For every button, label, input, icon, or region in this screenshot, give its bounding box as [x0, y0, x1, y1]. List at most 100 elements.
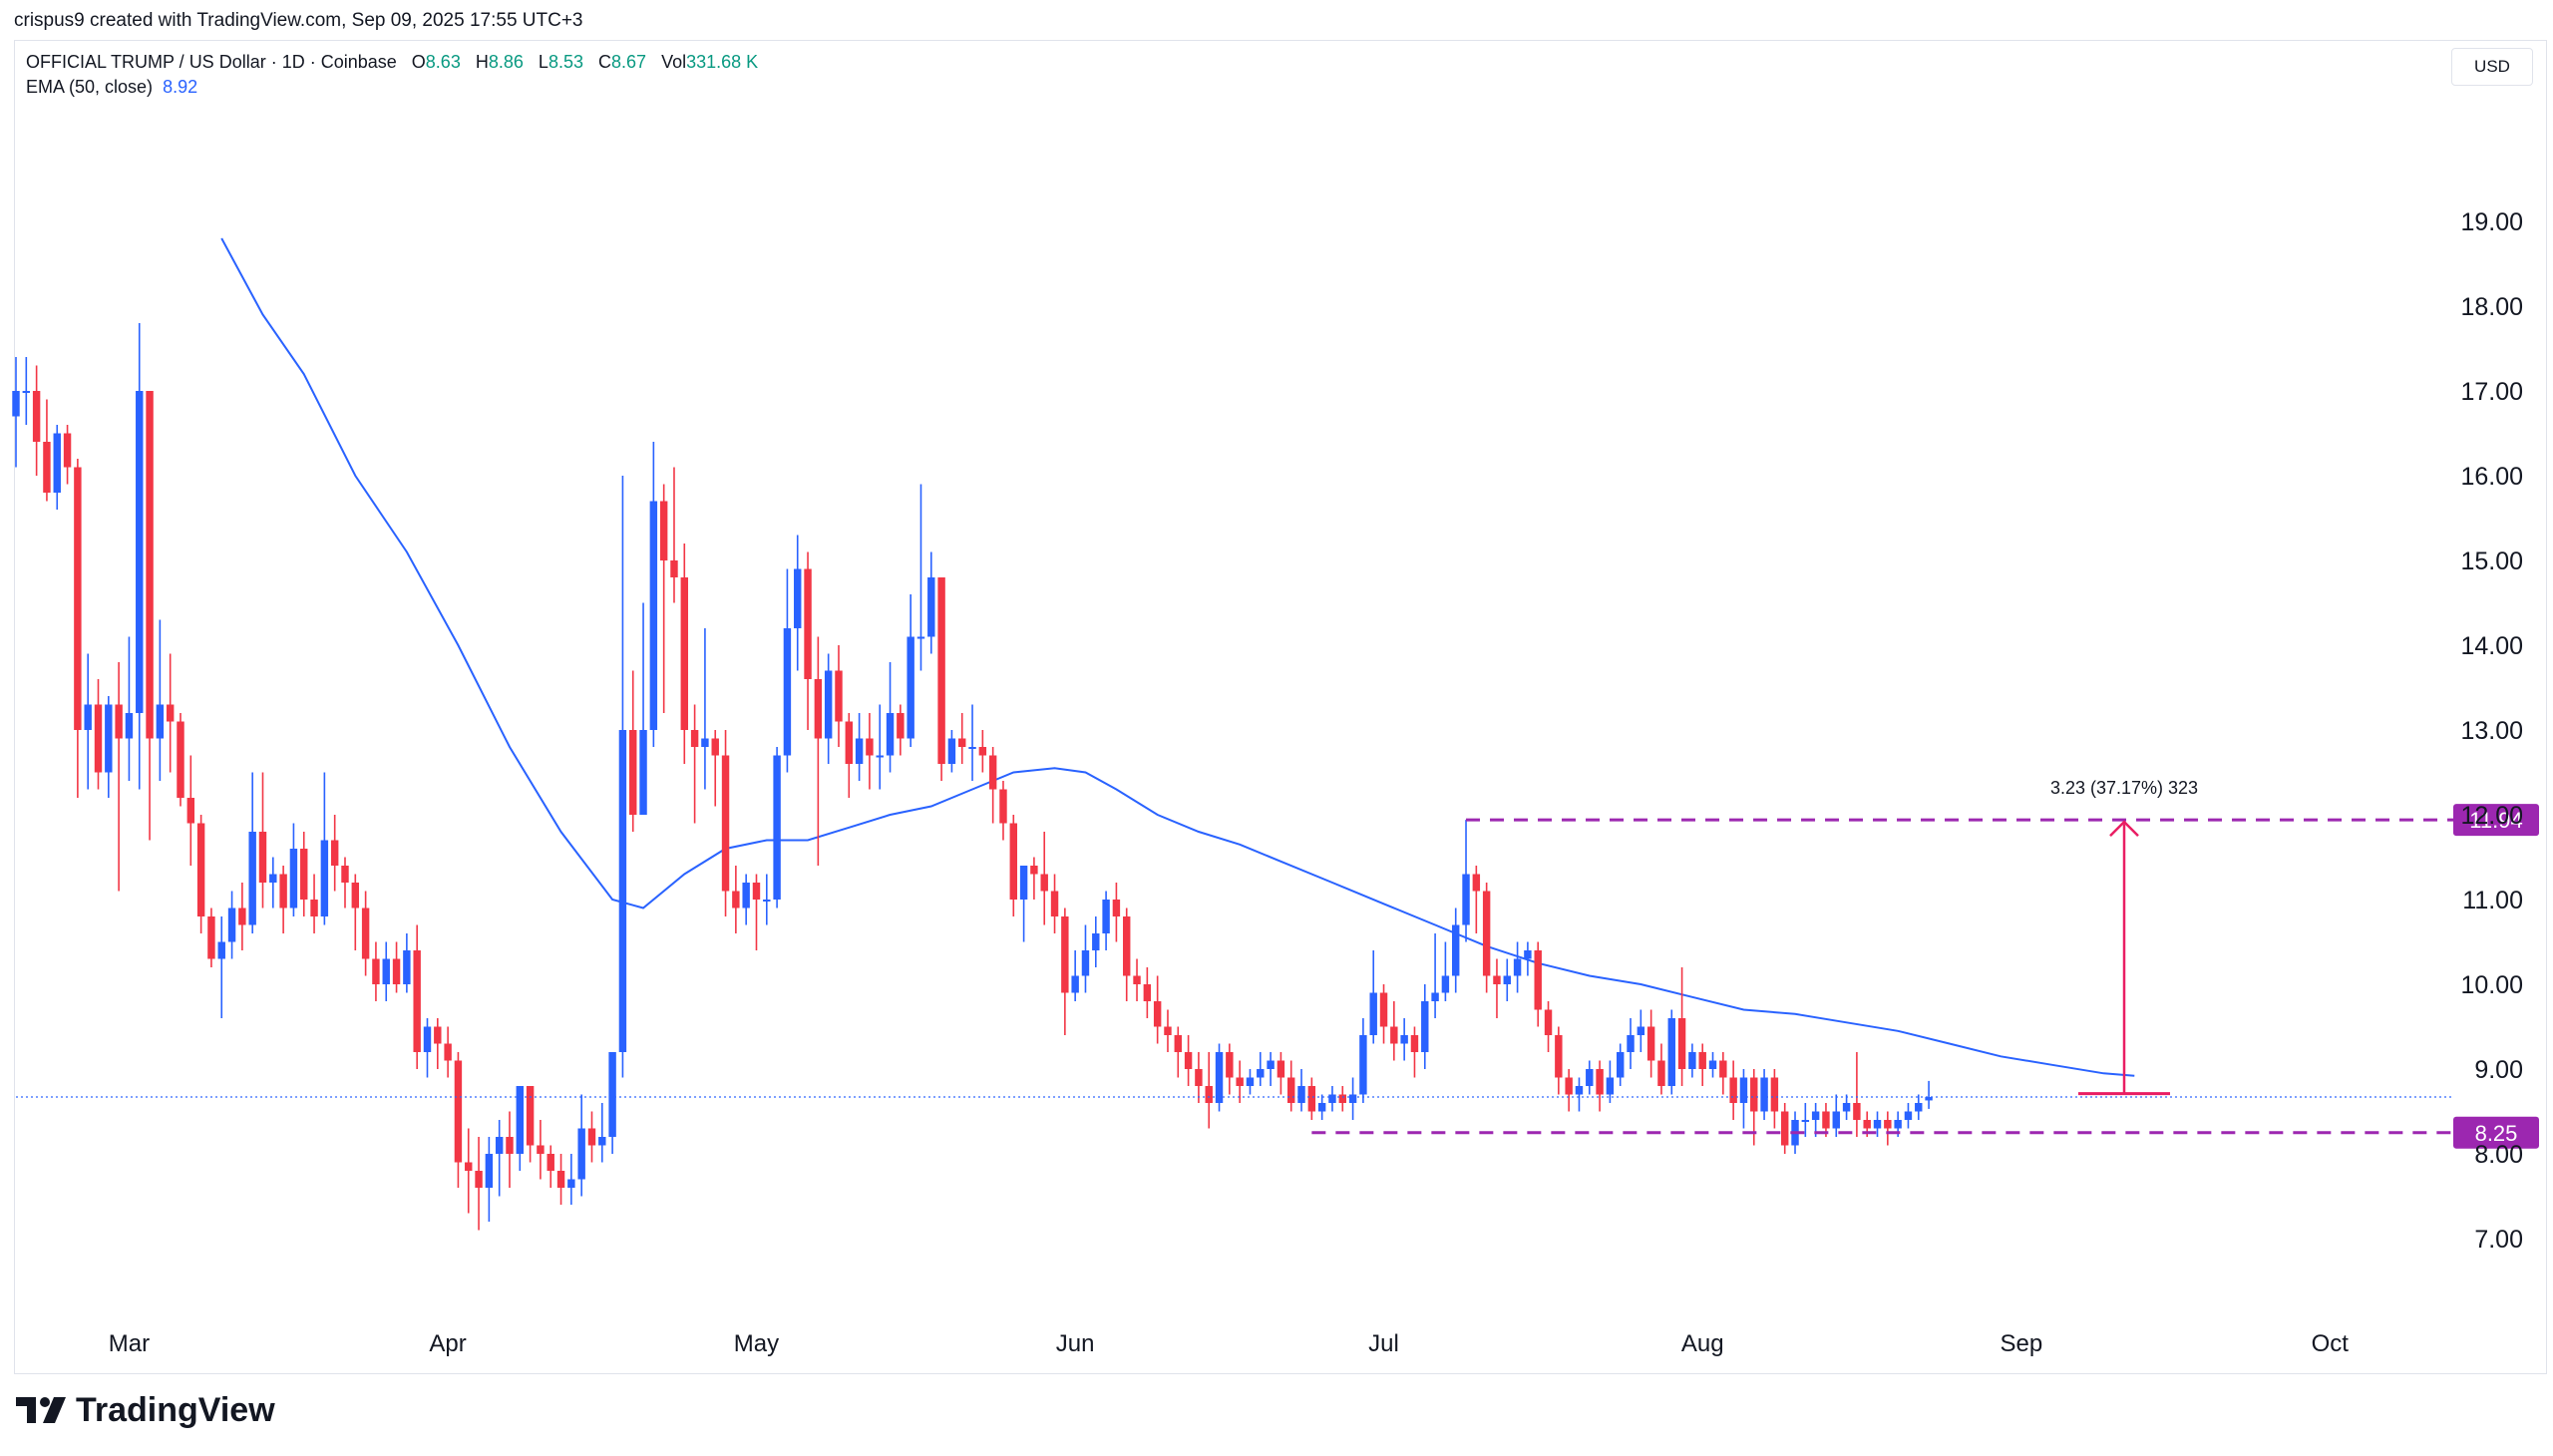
candle-body: [649, 501, 658, 730]
level-tag: [2453, 804, 2539, 837]
candle-body: [351, 883, 360, 909]
price-axis[interactable]: 7.00 8.00 9.00 10.00 11.00 12.00 13.00 14.00 15.…: [2460, 208, 2523, 1254]
candle-body: [279, 874, 287, 909]
candle-body: [382, 958, 390, 984]
candle-body: [824, 670, 833, 739]
candle-body: [866, 738, 874, 756]
candle-body: [1873, 1120, 1882, 1129]
candle-body: [392, 958, 401, 984]
candle-body: [1184, 1052, 1193, 1069]
high-label: H: [475, 52, 489, 72]
candle-body: [547, 1154, 554, 1171]
candle-body: [1112, 900, 1121, 916]
candle-body: [1236, 1077, 1244, 1086]
candle-body: [1646, 1026, 1655, 1061]
candle-body: [434, 1026, 442, 1044]
candle-body: [1708, 1060, 1717, 1069]
candle-body: [475, 1171, 483, 1188]
candle-body: [115, 704, 123, 739]
candle-body: [1133, 975, 1141, 984]
candle-body: [1019, 866, 1028, 900]
time-axis[interactable]: Mar Apr May Jun Jul Aug Sep Oct: [109, 1330, 2349, 1357]
volume-label: Vol: [661, 52, 687, 72]
price-tick-label: 19.00: [2460, 208, 2523, 236]
candle-body: [1462, 874, 1470, 925]
tradingview-logo[interactable]: TradingView: [16, 1388, 275, 1432]
candle-body: [1123, 916, 1131, 976]
candle-body: [1904, 1111, 1913, 1120]
candle-body: [845, 721, 854, 764]
candle-body: [567, 1179, 575, 1188]
candle-body: [1688, 1052, 1696, 1069]
candle-body: [1925, 1097, 1933, 1101]
candle-body: [968, 747, 976, 749]
price-tick-label: 11.00: [2462, 887, 2523, 914]
candle-body: [537, 1145, 545, 1154]
candle-body: [1565, 1077, 1573, 1095]
candle-body: [1328, 1094, 1336, 1103]
candle-body: [1287, 1077, 1295, 1103]
candle-body: [1379, 992, 1388, 1027]
candle-body: [897, 713, 905, 739]
chart-frame[interactable]: [14, 40, 2547, 1374]
ema-label[interactable]: EMA (50, close): [26, 77, 154, 97]
currency-button[interactable]: USD: [2451, 48, 2533, 86]
candle-body: [814, 679, 823, 739]
candle-body: [556, 1171, 565, 1188]
candle-body: [43, 442, 51, 493]
candle-body: [516, 1086, 525, 1154]
candle-body: [680, 577, 689, 730]
candle-body: [1667, 1018, 1675, 1086]
candle-body: [53, 433, 61, 493]
candle-body: [217, 941, 225, 959]
candle-body: [1092, 933, 1100, 950]
candle-body: [876, 755, 884, 758]
candle-body: [1842, 1103, 1851, 1112]
symbol-description[interactable]: OFFICIAL TRUMP / US Dollar · 1D · Coinba…: [26, 52, 397, 72]
candle-body: [1276, 1060, 1285, 1078]
candle-body: [269, 874, 277, 883]
candle-body: [659, 501, 668, 560]
candle-body: [423, 1026, 432, 1052]
price-tick-label: 12.00: [2460, 802, 2523, 830]
candle-body: [618, 730, 627, 1052]
price-tick-label: 16.00: [2460, 463, 2523, 491]
candle-body: [1050, 891, 1059, 916]
candle-body: [835, 670, 843, 722]
candle-body: [1215, 1052, 1224, 1103]
candle-body: [1369, 992, 1377, 1035]
candle-body: [670, 560, 678, 577]
candle-body: [1257, 1069, 1265, 1078]
candle-body: [22, 391, 31, 393]
candle-body: [372, 958, 380, 984]
candle-body: [1348, 1094, 1357, 1103]
candle-body: [742, 883, 750, 909]
candle-body: [341, 866, 349, 883]
candle-body: [927, 577, 935, 637]
candle-body: [958, 738, 966, 747]
candle-body: [947, 738, 956, 764]
candle-body: [1390, 1026, 1398, 1044]
price-tick-label: 7.00: [2474, 1226, 2523, 1254]
time-tick-label: Mar: [109, 1330, 150, 1357]
candle-body: [495, 1137, 504, 1154]
candle-body: [1729, 1077, 1737, 1103]
candle-body: [526, 1086, 535, 1146]
candle-body: [1503, 975, 1511, 984]
candle-body: [886, 713, 895, 756]
candle-body: [1410, 1035, 1419, 1052]
candle-body: [711, 738, 719, 756]
level-tag-label: 11.94: [2469, 808, 2522, 833]
candle-body: [403, 950, 411, 984]
candle-body: [773, 755, 781, 900]
candle-body: [1482, 891, 1491, 976]
candle-body: [608, 1052, 616, 1137]
candle-body: [639, 730, 647, 815]
candle-body: [1524, 950, 1532, 959]
candle-body: [1780, 1111, 1789, 1146]
candle-body: [1616, 1052, 1625, 1078]
candle-body: [1586, 1069, 1594, 1086]
candle-body: [1801, 1120, 1810, 1122]
price-tick-label: 17.00: [2460, 378, 2523, 406]
